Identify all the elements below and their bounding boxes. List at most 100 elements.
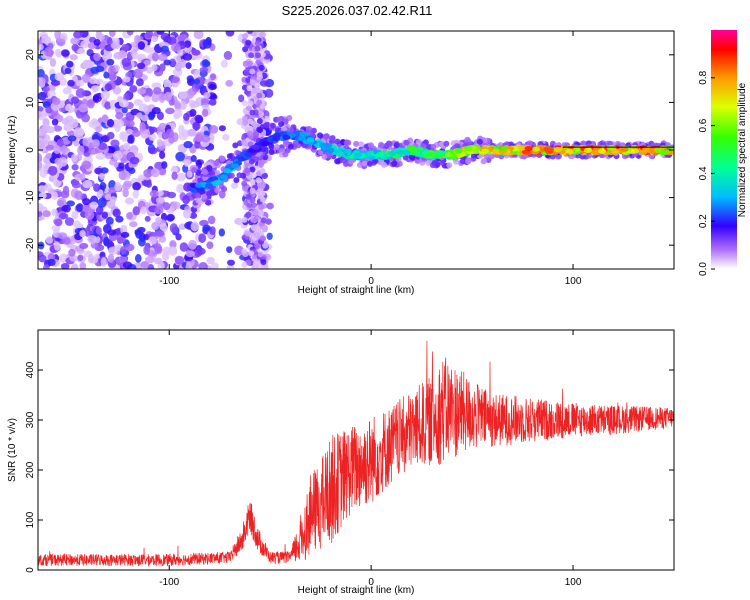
spectral-blob: [237, 156, 246, 162]
spectral-blob: [154, 206, 164, 215]
spectral-blob: [73, 127, 84, 137]
colorbar-tick-label: 0.8: [698, 70, 709, 84]
spectral-blob: [249, 197, 256, 204]
spectral-blob: [114, 182, 122, 192]
spectral-blob: [189, 108, 197, 117]
spectral-blob: [396, 160, 403, 167]
spectral-blob: [356, 161, 363, 168]
spectral-blob: [193, 69, 202, 79]
spectral-blob: [79, 173, 86, 181]
spectral-blob: [91, 85, 101, 92]
colorbar-label: Normalized spectral amplitude: [737, 82, 748, 217]
spectral-blob: [118, 170, 127, 181]
spectral-blob: [79, 262, 87, 269]
spectral-blob: [80, 40, 90, 48]
spectral-blob: [565, 148, 574, 154]
spectral-blob: [151, 64, 158, 72]
spectral-blob: [179, 242, 189, 252]
spectral-blob: [174, 108, 183, 119]
spectral-blob: [252, 209, 259, 216]
spectral-blob: [422, 150, 431, 156]
spectral-blob: [151, 106, 161, 115]
spectral-blob: [151, 36, 159, 43]
spectral-blob: [260, 196, 266, 203]
spectral-blob: [195, 182, 203, 188]
spectral-blob: [56, 38, 66, 47]
spectral-blob: [171, 201, 181, 210]
spectral-blob: [336, 151, 345, 157]
spectral-blob: [59, 253, 68, 264]
spectral-blob: [132, 206, 140, 216]
spectral-blob: [158, 94, 166, 103]
snr-frame: [37, 329, 675, 571]
spectral-blob: [149, 126, 158, 133]
spectral-blob: [245, 259, 252, 266]
spectral-blob: [45, 144, 55, 151]
spectral-blob: [73, 31, 83, 39]
spectral-blob: [126, 212, 133, 220]
spectral-blob: [71, 263, 78, 269]
spectral-blob: [459, 158, 466, 165]
spectral-blob: [38, 203, 44, 212]
spectral-blob: [631, 148, 639, 154]
spectral-blob: [480, 158, 487, 165]
spectral-blob: [218, 190, 226, 199]
spectral-blob: [263, 122, 270, 129]
spectral-blob: [206, 241, 214, 250]
spectral-blob: [49, 57, 57, 68]
spectral-blob: [112, 150, 123, 161]
spectral-blob: [256, 92, 263, 99]
spectral-blob: [75, 88, 86, 98]
spectral-blob: [573, 146, 582, 152]
spectral-blob: [403, 139, 410, 146]
spectral-blob: [134, 254, 142, 263]
spectral-blob: [386, 140, 393, 147]
spectral-blob: [53, 145, 61, 155]
spectral-blob: [253, 131, 259, 138]
spectral-blob: [226, 153, 233, 160]
spectral-blob: [324, 143, 333, 149]
spectral-blob: [247, 31, 253, 34]
spectral-blob: [176, 183, 184, 194]
spectral-blob: [260, 217, 267, 224]
spectral-blob: [662, 149, 671, 155]
spectral-blob: [54, 72, 65, 81]
spectral-blob: [168, 58, 176, 67]
spectral-blob: [69, 255, 79, 262]
spectral-blob: [68, 248, 76, 257]
spectral-blob: [71, 181, 82, 189]
x-tick-label: -100: [159, 577, 179, 588]
spectral-blob: [137, 174, 146, 182]
spectral-blob: [326, 152, 333, 159]
spectral-blob: [53, 125, 63, 132]
spectral-blob: [160, 45, 170, 53]
spectral-blob: [81, 73, 91, 84]
spectral-blob: [132, 189, 140, 199]
spectral-blob: [170, 165, 178, 174]
spectral-blob: [524, 145, 533, 152]
spectral-blob: [249, 109, 256, 116]
spectral-blob: [193, 78, 200, 85]
spectral-blob: [118, 255, 128, 264]
spectral-blob: [67, 79, 75, 87]
spectral-blob: [107, 229, 117, 236]
spectral-blob: [238, 94, 245, 103]
spectral-blob: [259, 181, 266, 188]
spectral-blob: [258, 203, 265, 210]
spectral-blob: [476, 138, 483, 145]
spectral-blob: [110, 42, 121, 50]
spectral-blob: [252, 216, 259, 223]
spectral-blob: [202, 169, 208, 175]
spectral-blob: [219, 174, 228, 180]
spectral-blob: [653, 147, 662, 153]
spectral-blob: [256, 118, 263, 125]
spectral-blob: [220, 59, 229, 68]
spectral-blob: [275, 116, 282, 123]
spectral-blob: [87, 235, 98, 244]
spectral-blob: [107, 65, 116, 75]
spectral-blob: [105, 216, 114, 225]
spectral-blob: [195, 192, 202, 199]
spectral-blob: [214, 187, 221, 194]
spectral-blob: [361, 160, 368, 167]
spectral-blob: [194, 133, 204, 143]
